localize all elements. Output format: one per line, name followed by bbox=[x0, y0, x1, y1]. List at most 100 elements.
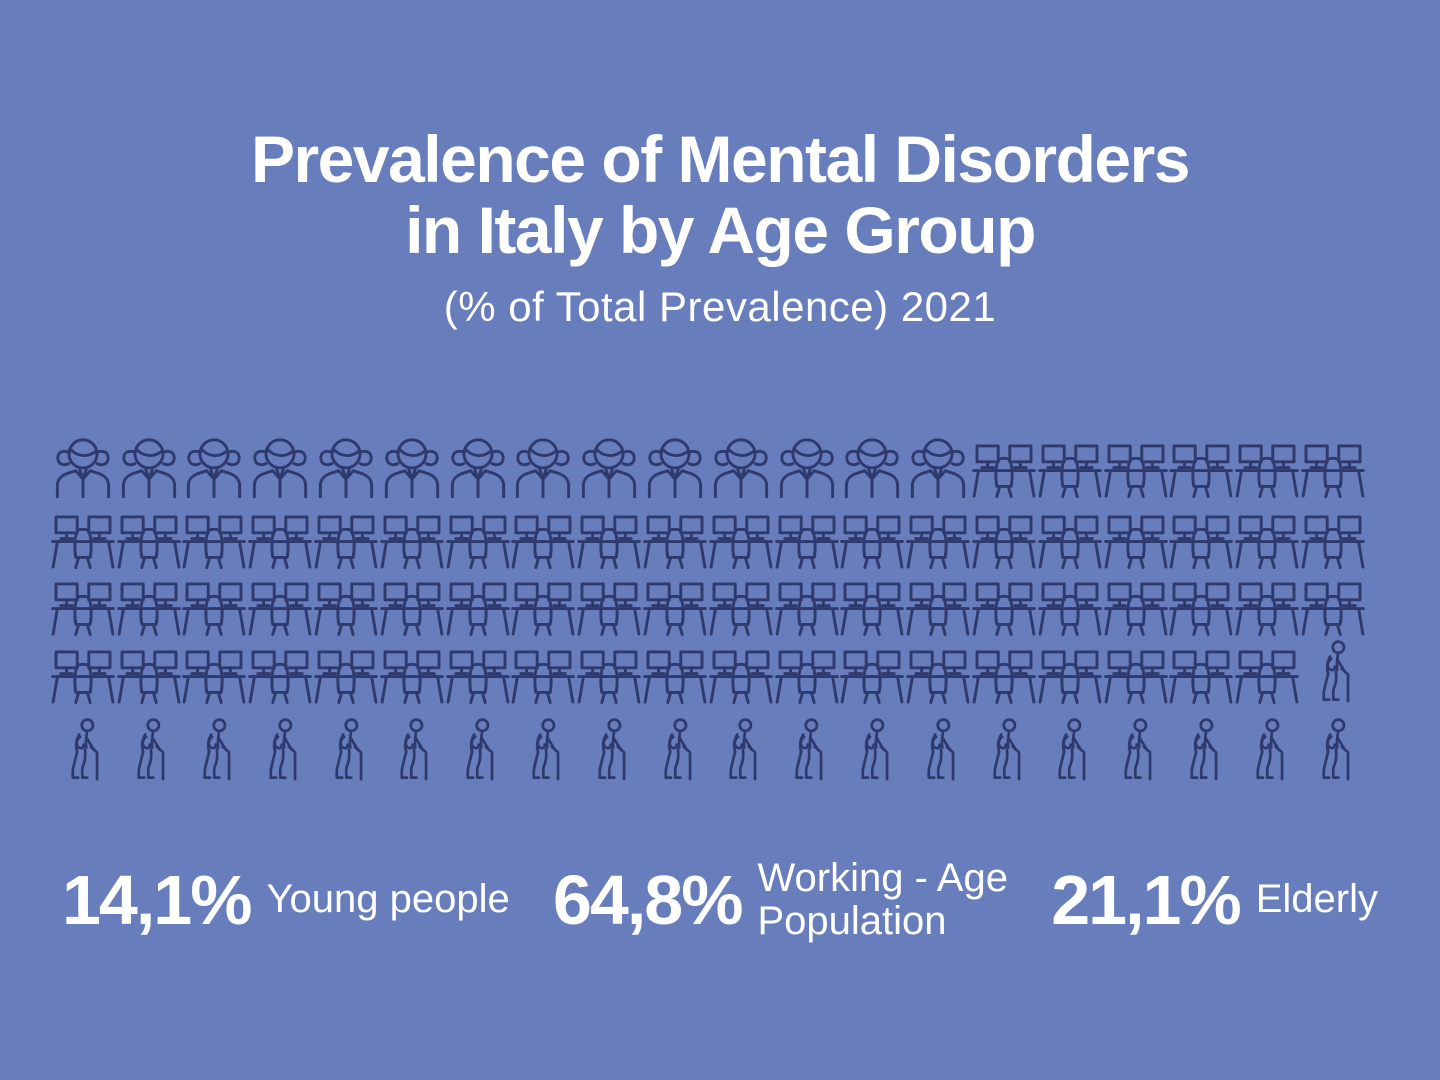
office-desk-worker-icon bbox=[182, 650, 246, 704]
office-desk-worker-icon bbox=[117, 582, 181, 636]
pictograph-cell bbox=[642, 433, 708, 498]
elderly-cane-icon bbox=[721, 718, 760, 782]
pictograph-cell bbox=[247, 582, 313, 636]
elderly-cane-icon bbox=[261, 718, 300, 782]
young-girl-icon bbox=[119, 433, 179, 498]
stat-young-people: 14,1% Young people bbox=[62, 860, 510, 940]
pictograph-cell bbox=[1037, 515, 1103, 569]
pictograph-cell bbox=[247, 718, 313, 782]
young-girl-icon bbox=[184, 433, 244, 498]
pictograph-cell bbox=[971, 650, 1037, 704]
office-desk-worker-icon bbox=[577, 515, 641, 569]
pictograph-cell bbox=[774, 582, 840, 636]
pictograph-cell bbox=[116, 650, 182, 704]
pictograph-row bbox=[50, 582, 1366, 636]
pictograph-cell bbox=[182, 433, 248, 498]
pictograph-cell bbox=[840, 718, 906, 782]
pictograph-cell bbox=[313, 650, 379, 704]
office-desk-worker-icon bbox=[511, 582, 575, 636]
pictograph-cell bbox=[1234, 582, 1300, 636]
elderly-cane-icon bbox=[327, 718, 366, 782]
pictograph-cell bbox=[840, 515, 906, 569]
pictograph-cell bbox=[840, 650, 906, 704]
elderly-cane-icon bbox=[1248, 718, 1287, 782]
pictograph-cell bbox=[313, 433, 379, 498]
office-desk-worker-icon bbox=[1104, 515, 1168, 569]
elderly-cane-icon bbox=[1050, 718, 1089, 782]
pictograph-cell bbox=[1169, 515, 1235, 569]
young-girl-icon bbox=[579, 433, 639, 498]
pictograph-cell bbox=[1169, 718, 1235, 782]
pictograph-cell bbox=[708, 718, 774, 782]
pictograph-cell bbox=[840, 433, 906, 498]
pictograph-cell bbox=[313, 582, 379, 636]
office-desk-worker-icon bbox=[709, 515, 773, 569]
young-girl-icon bbox=[842, 433, 902, 498]
elderly-cane-icon bbox=[1314, 640, 1353, 704]
office-desk-worker-icon bbox=[840, 650, 904, 704]
office-desk-worker-icon bbox=[1038, 515, 1102, 569]
office-desk-worker-icon bbox=[380, 650, 444, 704]
office-desk-worker-icon bbox=[446, 582, 510, 636]
office-desk-worker-icon bbox=[840, 582, 904, 636]
elderly-cane-icon bbox=[656, 718, 695, 782]
office-desk-worker-icon bbox=[1235, 582, 1299, 636]
office-desk-worker-icon bbox=[1301, 515, 1365, 569]
office-desk-worker-icon bbox=[1169, 650, 1233, 704]
pictograph-row bbox=[50, 716, 1366, 782]
pictograph-cell bbox=[511, 582, 577, 636]
office-desk-worker-icon bbox=[709, 650, 773, 704]
office-desk-worker-icon bbox=[314, 650, 378, 704]
office-desk-worker-icon bbox=[775, 650, 839, 704]
pictograph-cell bbox=[1103, 582, 1169, 636]
office-desk-worker-icon bbox=[1235, 515, 1299, 569]
office-desk-worker-icon bbox=[1169, 444, 1233, 498]
office-desk-worker-icon bbox=[51, 515, 115, 569]
office-desk-worker-icon bbox=[446, 515, 510, 569]
office-desk-worker-icon bbox=[511, 650, 575, 704]
pictograph-cell bbox=[379, 718, 445, 782]
office-desk-worker-icon bbox=[906, 650, 970, 704]
pictograph-cell bbox=[1037, 582, 1103, 636]
pictograph-cell bbox=[1300, 718, 1366, 782]
pictograph-cell bbox=[576, 650, 642, 704]
pictograph-cell bbox=[642, 515, 708, 569]
office-desk-worker-icon bbox=[972, 515, 1036, 569]
pictograph-cell bbox=[116, 718, 182, 782]
office-desk-worker-icon bbox=[51, 650, 115, 704]
office-desk-worker-icon bbox=[182, 582, 246, 636]
office-desk-worker-icon bbox=[182, 515, 246, 569]
stat-label-working: Working - Age Population bbox=[757, 856, 1008, 943]
pictograph-cell bbox=[511, 515, 577, 569]
stat-label-working-line-2: Population bbox=[757, 899, 947, 943]
office-desk-worker-icon bbox=[117, 650, 181, 704]
pictograph-cell bbox=[774, 433, 840, 498]
office-desk-worker-icon bbox=[314, 515, 378, 569]
office-desk-worker-icon bbox=[511, 515, 575, 569]
pictograph-cell bbox=[511, 433, 577, 498]
young-girl-icon bbox=[53, 433, 113, 498]
office-desk-worker-icon bbox=[1038, 650, 1102, 704]
office-desk-worker-icon bbox=[643, 515, 707, 569]
pictograph-cell bbox=[905, 582, 971, 636]
pictograph-cell bbox=[50, 515, 116, 569]
pictograph-cell bbox=[708, 582, 774, 636]
title-line-2: in Italy by Age Group bbox=[405, 193, 1036, 268]
pictograph-cell bbox=[1103, 650, 1169, 704]
elderly-cane-icon bbox=[458, 718, 497, 782]
pictograph-cell bbox=[182, 582, 248, 636]
pictograph-cell bbox=[511, 718, 577, 782]
young-girl-icon bbox=[908, 433, 968, 498]
pictograph-cell bbox=[50, 582, 116, 636]
pictograph-cell bbox=[445, 582, 511, 636]
young-girl-icon bbox=[513, 433, 573, 498]
pictograph-cell bbox=[1103, 718, 1169, 782]
pictograph-cell bbox=[445, 650, 511, 704]
pictograph-row bbox=[50, 515, 1366, 569]
pictograph-cell bbox=[313, 515, 379, 569]
pictograph-cell bbox=[182, 515, 248, 569]
office-desk-worker-icon bbox=[1038, 582, 1102, 636]
pictograph-cell bbox=[182, 650, 248, 704]
elderly-cane-icon bbox=[195, 718, 234, 782]
pictograph-cell bbox=[905, 433, 971, 498]
